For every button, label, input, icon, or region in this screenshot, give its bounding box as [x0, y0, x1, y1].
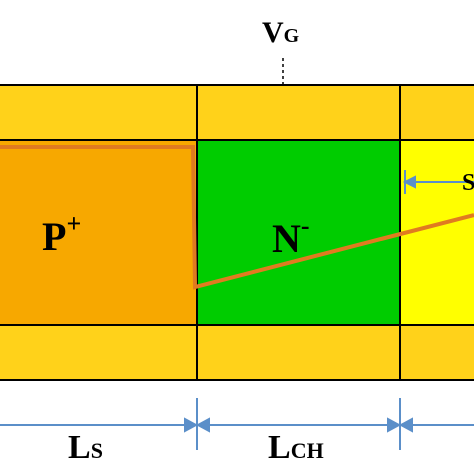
channel-region: [197, 140, 400, 325]
source-length-main: L: [68, 429, 91, 466]
bottom-oxide: [0, 325, 474, 380]
gate-label-main: V: [262, 16, 284, 49]
gate-label: VG: [262, 16, 300, 49]
band-line: [0, 145, 474, 290]
top-oxide: [0, 85, 474, 140]
source-label-main: P: [42, 214, 66, 259]
spacer-dimension: [402, 170, 474, 194]
length-dimensions: [0, 398, 474, 450]
channel-label-main: N: [272, 216, 301, 261]
channel-length-main: L: [268, 429, 291, 466]
source-length-sub: S: [91, 438, 103, 463]
source-length-label: LS: [68, 429, 103, 466]
gate-label-sub: G: [284, 25, 300, 47]
spacer-label: S: [462, 170, 474, 196]
channel-length-label: LCH: [268, 429, 324, 466]
channel-label-sup: -: [301, 211, 310, 240]
source-region: [0, 140, 197, 325]
borders: [0, 84, 474, 381]
source-label: P+: [42, 209, 81, 259]
channel-label: N-: [272, 211, 310, 261]
channel-length-sub: CH: [291, 438, 324, 463]
source-label-sup: +: [66, 209, 81, 238]
